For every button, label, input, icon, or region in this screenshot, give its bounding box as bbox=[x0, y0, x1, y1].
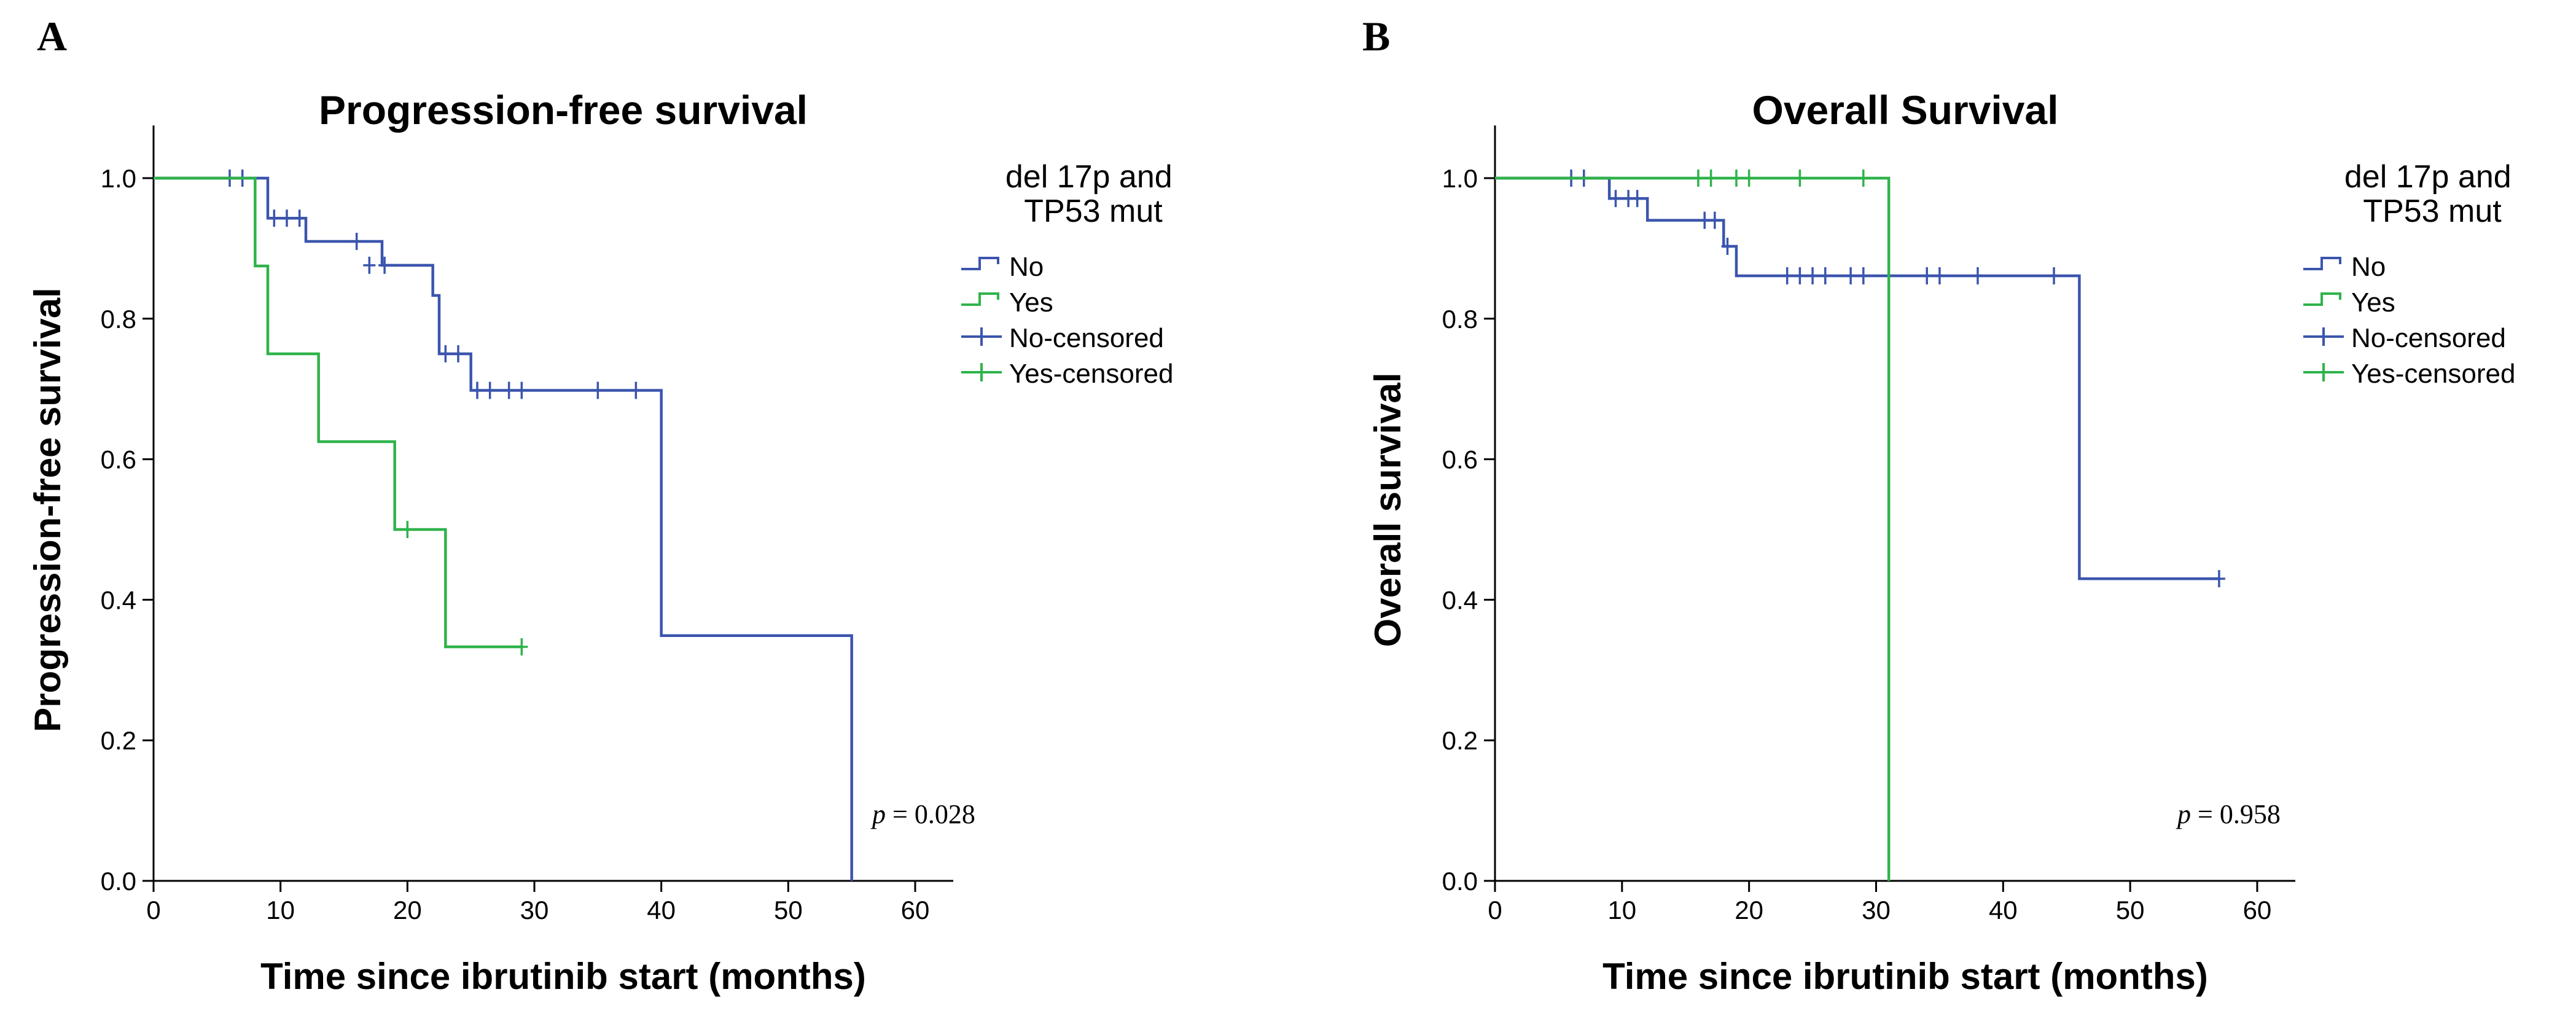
y-axis-label-b: Overall survival bbox=[1367, 373, 1408, 647]
legend-label: Yes bbox=[2351, 287, 2395, 318]
plot-area-a bbox=[154, 170, 853, 881]
legend-label: No bbox=[1009, 252, 1044, 282]
x-axis-label-b: Time since ibrutinib start (months) bbox=[1602, 956, 2208, 997]
y-tick-label: 0.8 bbox=[101, 305, 136, 334]
legend-title-a: del 17p and TP53 mut bbox=[1005, 159, 1181, 229]
chart-title-b: Overall Survival bbox=[1752, 87, 2059, 133]
y-tick-label: 0.4 bbox=[1442, 585, 1478, 614]
p-value-symbol-b: p bbox=[2176, 799, 2191, 829]
y-tick-label: 1.0 bbox=[101, 164, 136, 193]
y-tick-label: 0.2 bbox=[101, 726, 136, 755]
legend-title-b: del 17p and TP53 mut bbox=[2344, 159, 2520, 229]
survival-curve-yes bbox=[154, 176, 522, 649]
x-tick-label: 60 bbox=[2243, 896, 2272, 924]
x-tick-label: 40 bbox=[1989, 896, 2018, 924]
legend-title-line1-a: del 17p and bbox=[1005, 159, 1173, 195]
survival-curve-no bbox=[154, 176, 853, 881]
y-tick-label: 0.0 bbox=[101, 867, 136, 896]
survival-curve-no bbox=[1495, 176, 2219, 580]
x-tick-label: 50 bbox=[774, 896, 803, 924]
panel-a: A Progression-free survival Progression-… bbox=[27, 13, 1181, 997]
y-tick-label: 0.6 bbox=[101, 445, 136, 474]
p-value-text-b: = 0.958 bbox=[2191, 799, 2281, 829]
x-tick-label: 10 bbox=[1607, 896, 1636, 924]
legend-label: Yes bbox=[1009, 287, 1053, 318]
y-tick-label: 0.8 bbox=[1442, 305, 1478, 334]
axes-b: 0 10 20 30 40 50 60 0.0 0.2 0.4 0.6 0.8 1.0 bbox=[1442, 125, 2295, 924]
legend-title-line2-a: TP53 mut bbox=[1024, 193, 1163, 229]
chart-title-a: Progression-free survival bbox=[319, 87, 808, 133]
x-axis-label-a: Time since ibrutinib start (months) bbox=[260, 956, 866, 997]
y-tick-label: 0.6 bbox=[1442, 445, 1478, 474]
panel-letter-a: A bbox=[37, 13, 67, 60]
survival-curve-yes bbox=[1495, 176, 1891, 881]
axes-a: 0 10 20 30 40 50 60 0.0 0.2 0.4 0.6 0.8 1.0 bbox=[101, 125, 953, 924]
x-tick-label: 10 bbox=[266, 896, 295, 924]
x-tick-label: 60 bbox=[901, 896, 930, 924]
x-tick-label: 20 bbox=[1735, 896, 1763, 924]
plot-area-b bbox=[1495, 170, 2225, 881]
legend-step-swatch bbox=[2303, 257, 2341, 270]
legend-label: No bbox=[2351, 252, 2386, 282]
y-tick-label: 1.0 bbox=[1442, 164, 1478, 193]
legend-label: No-censored bbox=[1009, 323, 1164, 353]
y-tick-label: 0.2 bbox=[1442, 726, 1478, 755]
legend-b: del 17p and TP53 mut No Yes No-censored Yes… bbox=[2303, 159, 2520, 389]
legend-label: Yes-censored bbox=[1009, 359, 1173, 389]
p-value-annotation-b: p = 0.958 bbox=[2176, 799, 2281, 829]
x-tick-label: 30 bbox=[1862, 896, 1891, 924]
legend-title-line1-b: del 17p and bbox=[2344, 159, 2512, 195]
legend-step-swatch bbox=[2303, 292, 2341, 306]
legend-rows-a: No Yes No-censored Yes-censored bbox=[961, 252, 1173, 389]
p-value-annotation-a: p = 0.028 bbox=[870, 799, 975, 829]
x-tick-label: 0 bbox=[146, 896, 160, 924]
p-value-text-a: = 0.028 bbox=[886, 799, 975, 829]
x-tick-label: 20 bbox=[393, 896, 422, 924]
y-tick-label: 0.4 bbox=[101, 585, 136, 614]
legend-title-line2-b: TP53 mut bbox=[2363, 193, 2502, 229]
x-tick-label: 40 bbox=[647, 896, 676, 924]
legend-step-swatch bbox=[961, 257, 999, 270]
legend-label: No-censored bbox=[2351, 323, 2506, 353]
p-value-symbol-a: p bbox=[870, 799, 886, 829]
y-axis-label-a: Progression-free survival bbox=[27, 287, 68, 732]
legend-step-swatch bbox=[961, 292, 999, 306]
y-tick-label: 0.0 bbox=[1442, 867, 1478, 896]
x-tick-label: 30 bbox=[520, 896, 549, 924]
x-tick-label: 50 bbox=[2116, 896, 2145, 924]
legend-a: del 17p and TP53 mut No Yes No-censored Yes… bbox=[961, 159, 1181, 389]
x-tick-label: 0 bbox=[1488, 896, 1502, 924]
legend-rows-b: No Yes No-censored Yes-censored bbox=[2303, 252, 2515, 389]
legend-label: Yes-censored bbox=[2351, 359, 2515, 389]
panel-letter-b: B bbox=[1362, 13, 1390, 60]
panel-b: B Overall Survival Overall survival Time… bbox=[1362, 13, 2520, 997]
